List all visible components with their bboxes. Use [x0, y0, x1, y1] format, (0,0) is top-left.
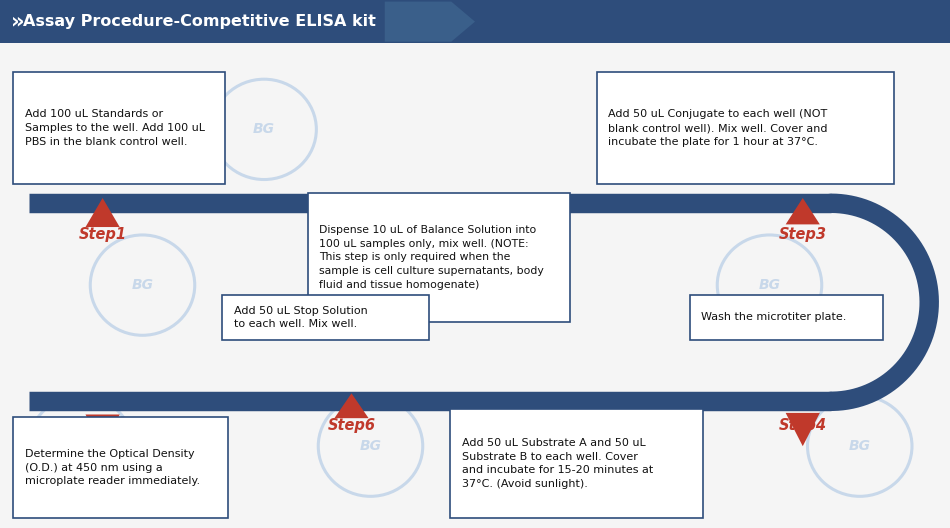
Text: Add 50 uL Stop Solution
to each well. Mix well.: Add 50 uL Stop Solution to each well. Mi…: [234, 306, 368, 329]
Text: Step5: Step5: [560, 418, 608, 432]
FancyBboxPatch shape: [13, 417, 228, 518]
Text: BG: BG: [848, 439, 871, 453]
Text: BG: BG: [758, 278, 781, 292]
Polygon shape: [786, 198, 820, 224]
FancyBboxPatch shape: [308, 193, 570, 322]
Text: Step6: Step6: [328, 418, 375, 432]
Text: BG: BG: [131, 278, 154, 292]
FancyBboxPatch shape: [690, 295, 883, 340]
Text: Wash the microtiter plate.: Wash the microtiter plate.: [701, 313, 846, 322]
Text: Step2: Step2: [408, 228, 456, 242]
Text: BG: BG: [454, 257, 477, 271]
Text: »: »: [11, 12, 25, 32]
Text: BG: BG: [359, 439, 382, 453]
Text: BG: BG: [601, 439, 624, 453]
Text: BG: BG: [69, 439, 92, 453]
Polygon shape: [86, 198, 120, 227]
Text: Dispense 10 uL of Balance Solution into
100 uL samples only, mix well. (NOTE:
Th: Dispense 10 uL of Balance Solution into …: [319, 225, 544, 289]
Polygon shape: [786, 413, 820, 446]
Text: BG: BG: [253, 122, 276, 136]
Polygon shape: [86, 414, 120, 448]
Text: Assay Procedure-Competitive ELISA kit: Assay Procedure-Competitive ELISA kit: [23, 14, 376, 29]
Text: Determine the Optical Density
(O.D.) at 450 nm using a
microplate reader immedia: Determine the Optical Density (O.D.) at …: [25, 449, 199, 486]
FancyBboxPatch shape: [597, 72, 894, 184]
Polygon shape: [415, 220, 449, 251]
Text: BG: BG: [663, 122, 686, 136]
Text: Step3: Step3: [779, 228, 826, 242]
Text: Add 100 uL Standards or
Samples to the well. Add 100 uL
PBS in the blank control: Add 100 uL Standards or Samples to the w…: [25, 109, 204, 147]
Text: Step4: Step4: [779, 418, 826, 432]
FancyBboxPatch shape: [222, 295, 429, 340]
Polygon shape: [334, 393, 369, 418]
FancyBboxPatch shape: [450, 409, 703, 518]
FancyBboxPatch shape: [13, 72, 225, 184]
FancyBboxPatch shape: [0, 0, 950, 43]
Polygon shape: [385, 2, 475, 42]
Polygon shape: [567, 414, 601, 448]
Text: Add 50 uL Substrate A and 50 uL
Substrate B to each well. Cover
and incubate for: Add 50 uL Substrate A and 50 uL Substrat…: [462, 438, 653, 489]
Text: Step1: Step1: [79, 228, 126, 242]
Text: Add 50 uL Conjugate to each well (NOT
blank control well). Mix well. Cover and
i: Add 50 uL Conjugate to each well (NOT bl…: [608, 109, 827, 147]
Text: Step7: Step7: [79, 418, 126, 432]
